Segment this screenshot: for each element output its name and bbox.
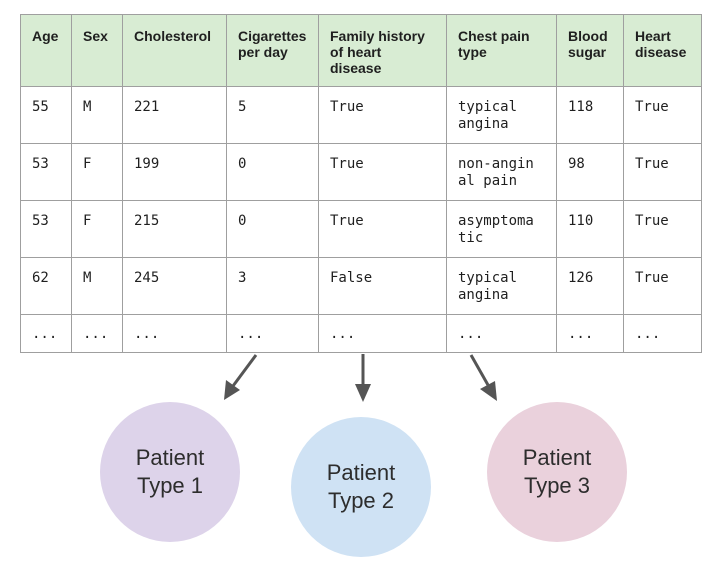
- arrow-to-type-3: [469, 354, 497, 401]
- table-row-ellipsis: ... ... ... ... ... ... ... ...: [20, 314, 702, 353]
- table-header-row: Age Sex Cholesterol Cigarettes per day F…: [20, 14, 702, 87]
- cluster-label-line2: Type 2: [327, 488, 395, 513]
- table-cell: ...: [623, 314, 702, 353]
- table-cell: ...: [20, 314, 72, 353]
- table-cell: typical angina: [446, 257, 557, 315]
- patient-data-table: Age Sex Cholesterol Cigarettes per day F…: [20, 14, 702, 353]
- table-cell: True: [623, 86, 702, 144]
- table-cell: 221: [122, 86, 227, 144]
- table-cell: 53: [20, 200, 72, 258]
- table-cell: 110: [556, 200, 624, 258]
- table-cell: 55: [20, 86, 72, 144]
- table-cell: True: [318, 200, 447, 258]
- cluster-label-line2: Type 3: [523, 473, 591, 498]
- table-row: 62 M 245 3 False typical angina 126 True: [20, 257, 702, 315]
- arrow-to-type-2: [355, 354, 371, 402]
- header-family-history: Family history of heart disease: [318, 14, 447, 87]
- table-cell: 245: [122, 257, 227, 315]
- table-cell: True: [623, 143, 702, 201]
- table-cell: ...: [226, 314, 319, 353]
- header-heart-disease: Heart disease: [623, 14, 702, 87]
- patient-type-2-cluster: Patient Type 2: [291, 417, 431, 557]
- table-cell: ...: [122, 314, 227, 353]
- table-cell: 53: [20, 143, 72, 201]
- table-cell: ...: [71, 314, 123, 353]
- cluster-label-line2: Type 1: [136, 473, 204, 498]
- table-cell: M: [71, 86, 123, 144]
- table-cell: 0: [226, 200, 319, 258]
- table-cell: True: [623, 257, 702, 315]
- table-cell: True: [318, 143, 447, 201]
- arrow-to-type-1: [224, 354, 258, 400]
- cluster-label-line1: Patient: [326, 460, 396, 485]
- table-row: 55 M 221 5 True typical angina 118 True: [20, 86, 702, 144]
- table-cell: M: [71, 257, 123, 315]
- patient-data-table-container: Age Sex Cholesterol Cigarettes per day F…: [20, 14, 702, 353]
- table-cell: 118: [556, 86, 624, 144]
- table-cell: ...: [556, 314, 624, 353]
- table-row: 53 F 199 0 True non-angin al pain 98 Tru…: [20, 143, 702, 201]
- cluster-label-line1: Patient: [522, 445, 592, 470]
- table-cell: non-angin al pain: [446, 143, 557, 201]
- header-blood-sugar: Blood sugar: [556, 14, 624, 87]
- table-cell: ...: [446, 314, 557, 353]
- table-cell: typical angina: [446, 86, 557, 144]
- patient-type-1-cluster: Patient Type 1: [100, 402, 240, 542]
- table-cell: 62: [20, 257, 72, 315]
- table-cell: ...: [318, 314, 447, 353]
- patient-type-3-cluster: Patient Type 3: [487, 402, 627, 542]
- header-cigarettes-per-day: Cigarettes per day: [226, 14, 319, 87]
- table-cell: True: [623, 200, 702, 258]
- table-cell: 98: [556, 143, 624, 201]
- header-age: Age: [20, 14, 72, 87]
- cluster-label-line1: Patient: [135, 445, 205, 470]
- header-chest-pain-type: Chest pain type: [446, 14, 557, 87]
- table-row: 53 F 215 0 True asymptoma tic 110 True: [20, 200, 702, 258]
- table-cell: asymptoma tic: [446, 200, 557, 258]
- table-cell: 3: [226, 257, 319, 315]
